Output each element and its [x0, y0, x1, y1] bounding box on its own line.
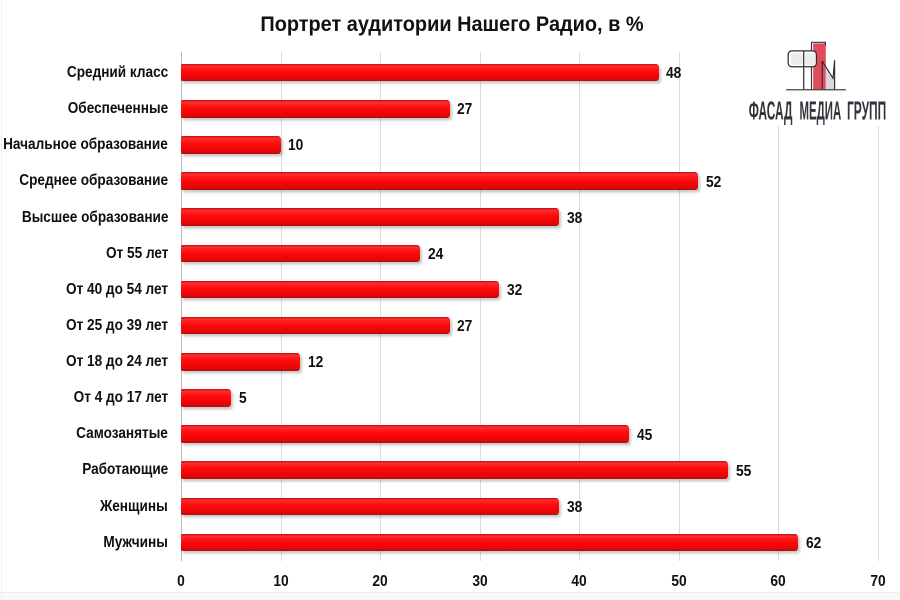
svg-text:ГРУПП: ГРУПП	[847, 95, 886, 125]
svg-text:ФАСАД: ФАСАД	[749, 95, 793, 125]
svg-text:МЕДИА: МЕДИА	[800, 95, 842, 125]
